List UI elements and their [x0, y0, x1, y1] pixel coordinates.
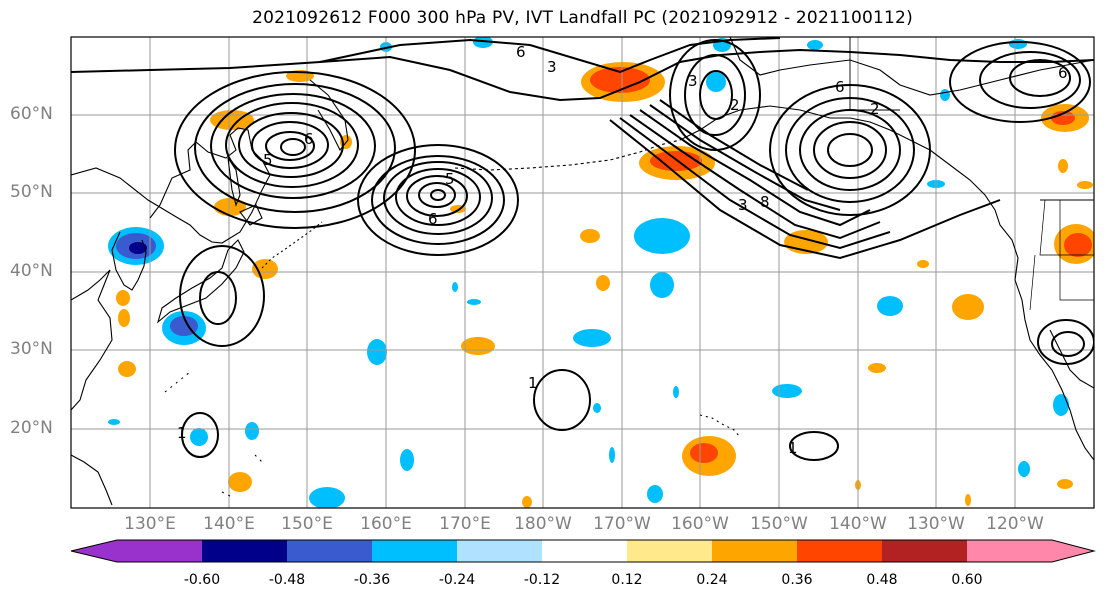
contour-label: 2 [870, 100, 880, 118]
colorbar-cell [287, 540, 372, 562]
shading-aleutian-red [581, 62, 1094, 476]
philippines-coast [71, 454, 113, 506]
contour-label: 5 [445, 170, 455, 188]
colorbar-tick-label: 0.12 [611, 572, 643, 588]
contour-label: 6 [1058, 64, 1068, 82]
contour-label: 3 [688, 72, 698, 90]
colorbar-cell [712, 540, 797, 562]
pc-shading [108, 37, 1094, 508]
lon-label-160w: 160°W [671, 514, 729, 534]
colorbar-tick-label: 0.48 [866, 572, 898, 588]
colorbar-cell [117, 540, 202, 562]
korea-coast [111, 231, 147, 291]
colorbar-cell [202, 540, 287, 562]
aleutian-low [357, 144, 519, 256]
colorbar-tick-label: -0.12 [523, 572, 561, 588]
lon-label-120w: 120°W [986, 514, 1044, 534]
lon-label-130e: 130°E [124, 514, 176, 534]
lat-label-60n: 60°N [10, 104, 53, 124]
contour-north-2 [319, 37, 781, 74]
china-coast [71, 269, 113, 411]
lon-label-140w: 140°W [829, 514, 887, 534]
hawaii-islands [699, 414, 741, 438]
colorbar-tick-label: -0.36 [353, 572, 391, 588]
colorbar-tick-label: -0.48 [268, 572, 306, 588]
colorbar-cell [627, 540, 712, 562]
state-lines [1029, 199, 1094, 311]
colorbar-cell [797, 540, 882, 562]
baja-coast [1049, 329, 1094, 389]
contour-label: 1 [528, 374, 538, 392]
contour-label: 1 [788, 439, 798, 457]
lon-label-130w: 130°W [907, 514, 965, 534]
colorbar-tick-label: 0.60 [951, 572, 983, 588]
colorbar-outline [70, 539, 1096, 563]
lat-label-30n: 30°N [10, 339, 53, 359]
alaska-coast [679, 105, 1094, 461]
lon-label-140e: 140°E [203, 514, 255, 534]
contour-label: 1 [177, 424, 187, 442]
colorbar-cell [372, 540, 457, 562]
lon-label-150w: 150°W [750, 514, 808, 534]
alaska-north [729, 37, 1094, 96]
colorbar-tick-label: -0.60 [183, 572, 221, 588]
kuril-chain [261, 221, 323, 269]
colorbar-cell [457, 540, 542, 562]
lat-label-40n: 40°N [10, 261, 53, 281]
lon-label-170e: 170°E [439, 514, 491, 534]
colorbar-tick-label: 0.24 [696, 572, 728, 588]
lon-label-180w: 180°W [514, 514, 572, 534]
kamchatka-low [174, 71, 416, 229]
map-title: 2021092612 F000 300 hPa PV, IVT Landfall… [252, 8, 913, 28]
pacific-islands-west [164, 371, 263, 497]
colorbar-cell [967, 540, 1052, 562]
pv-contours [71, 37, 1094, 461]
lat-label-50n: 50°N [10, 182, 53, 202]
kamchatka-coast [309, 79, 349, 152]
lon-label-150e: 150°E [281, 514, 333, 534]
shading-korea-blue [108, 227, 164, 265]
map-frame [70, 36, 1095, 509]
lon-label-160e: 160°E [360, 514, 412, 534]
contour-label: 5 [263, 151, 273, 169]
japan-coast [156, 239, 245, 324]
contour-label: 6 [304, 130, 314, 148]
map-area: 6 3 5 6 5 6 3 2 6 3 8 2 1 1 1 6 [71, 37, 1094, 508]
contour-label: 8 [760, 193, 770, 211]
contour-label: 3 [547, 58, 557, 76]
shading-small-blue [108, 37, 1069, 508]
subtropical-contours [179, 245, 1094, 461]
contour-label: 2 [730, 96, 740, 114]
contour-label: 3 [738, 196, 748, 214]
contour-north-outer [71, 48, 1094, 102]
colorbar-under-arrow [71, 540, 117, 562]
graticule [71, 37, 1094, 508]
gulf-alaska-ridge [669, 39, 1091, 151]
lat-label-20n: 20°N [10, 418, 53, 438]
contour-label: 6 [516, 43, 526, 61]
colorbar [70, 539, 1096, 563]
colorbar-over-arrow [1052, 540, 1094, 562]
coastlines [71, 37, 1094, 506]
contour-label: 6 [428, 210, 438, 228]
contour-labels: 6 3 5 6 5 6 3 2 6 3 8 2 1 1 1 6 [177, 43, 1068, 457]
colorbar-tick-label: 0.36 [781, 572, 813, 588]
colorbar-tick-label: -0.24 [438, 572, 476, 588]
lon-label-170w: 170°W [593, 514, 651, 534]
colorbar-cell [542, 540, 627, 562]
colorbar-cell [882, 540, 967, 562]
contour-label: 6 [835, 78, 845, 96]
alaska-trough [609, 84, 1001, 260]
